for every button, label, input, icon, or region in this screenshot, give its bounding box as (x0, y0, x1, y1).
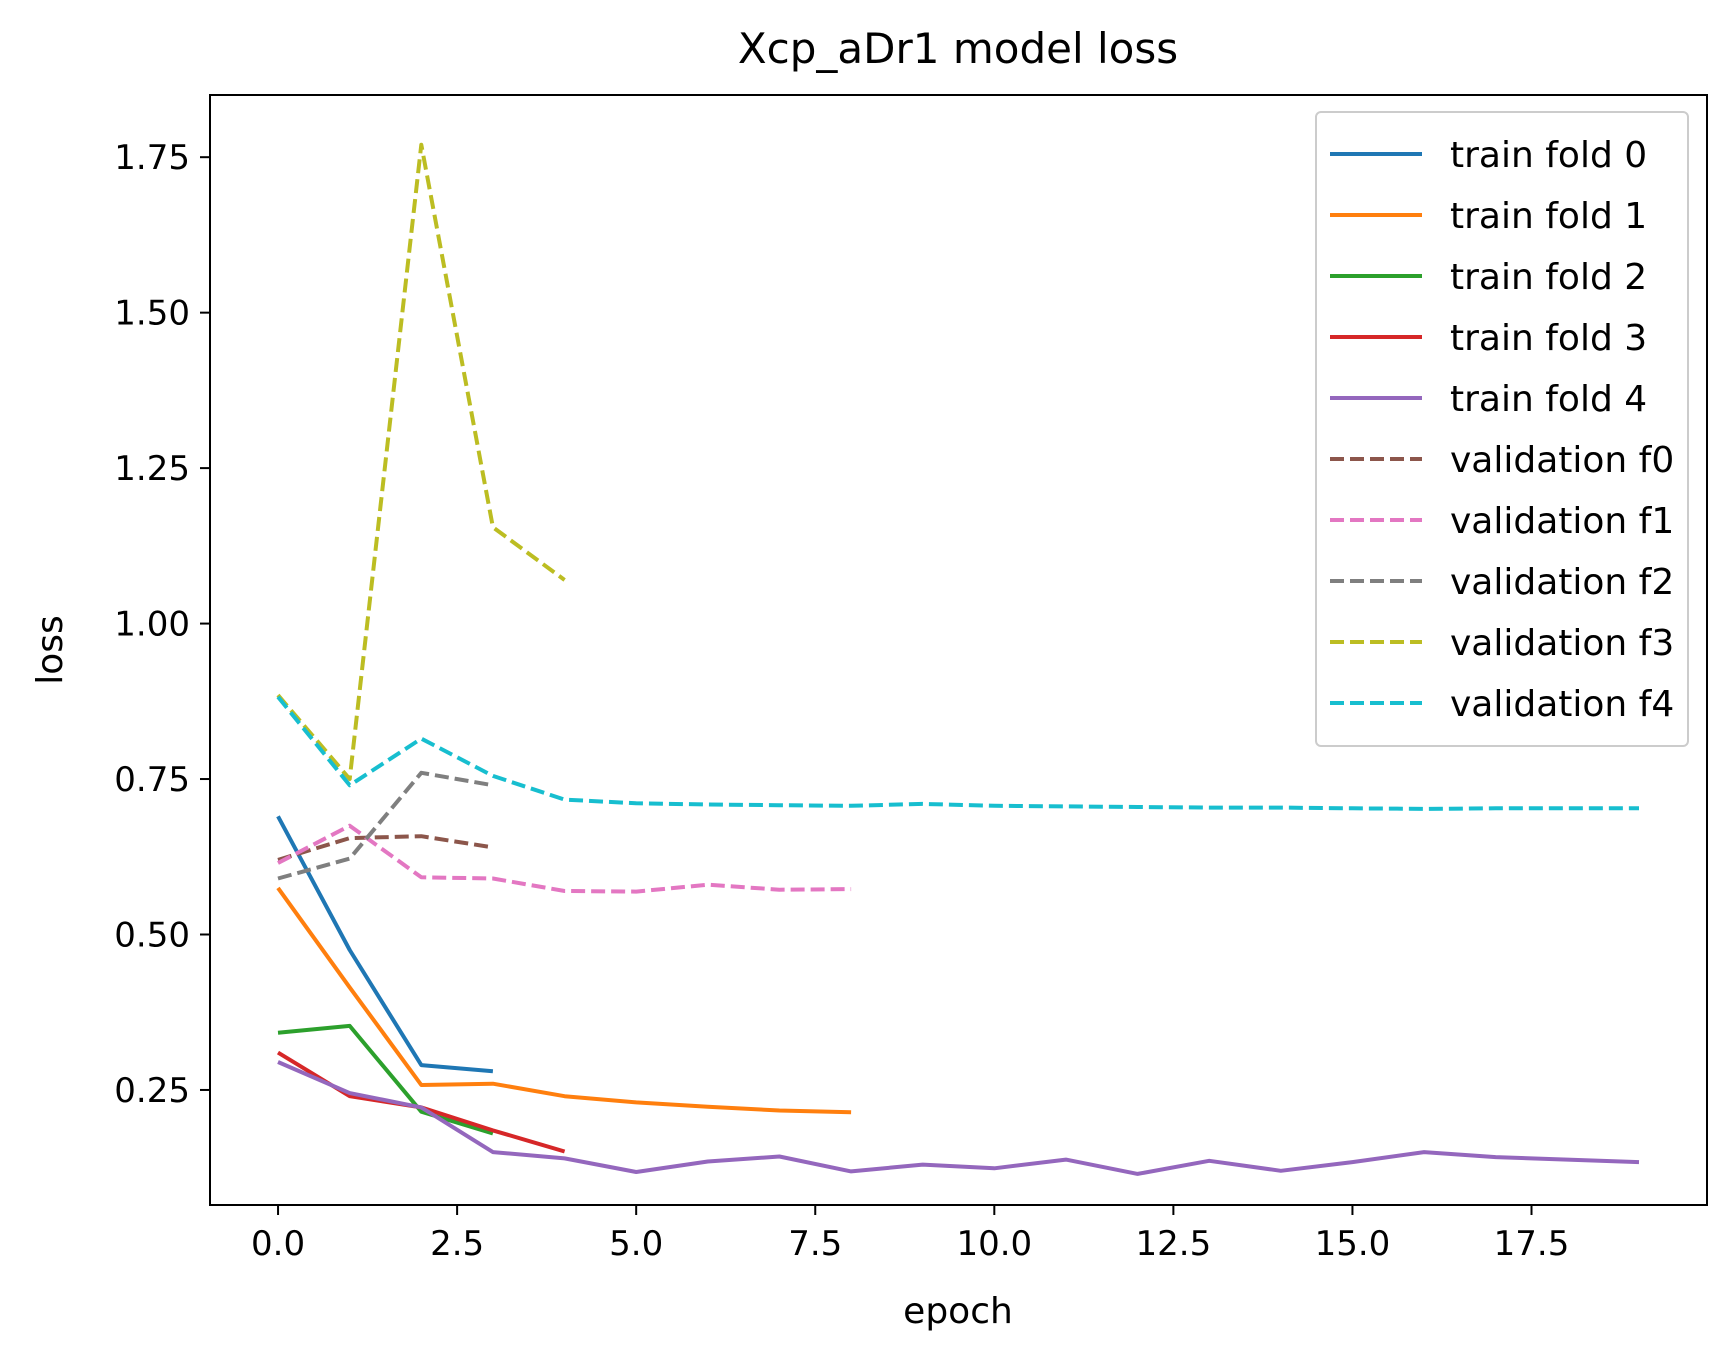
x-tick-label: 0.0 (251, 1224, 305, 1264)
series-line-validation-f0 (277, 834, 494, 862)
series-line-train-fold-2 (277, 1023, 494, 1136)
series-line-validation-f2 (277, 770, 494, 881)
series-line-validation-f4 (276, 695, 1639, 811)
y-tick-label: 0.25 (114, 1071, 190, 1111)
y-axis-label: loss (30, 615, 71, 685)
y-axis-ticks: 0.25 0.50 0.75 1.00 1.25 1.50 1.75 (114, 138, 210, 1111)
y-tick-label: 1.00 (114, 605, 190, 645)
legend-label: validation f2 (1450, 562, 1674, 603)
x-tick-label: 17.5 (1494, 1224, 1570, 1264)
legend-label: validation f4 (1450, 684, 1674, 725)
series-line-train-fold-1 (276, 886, 852, 1115)
x-tick-label: 5.0 (609, 1224, 663, 1264)
x-tick-label: 15.0 (1315, 1224, 1391, 1264)
x-axis-ticks: 0.0 2.5 5.0 7.5 10.0 12.5 15.0 17.5 (251, 1205, 1569, 1264)
x-tick-label: 2.5 (430, 1224, 484, 1264)
legend-label: train fold 2 (1450, 257, 1647, 298)
y-tick-label: 1.25 (114, 449, 190, 489)
series-line-validation-f1 (277, 823, 852, 894)
x-axis-label: epoch (903, 1291, 1013, 1332)
legend-label: train fold 1 (1450, 196, 1647, 237)
y-tick-label: 1.50 (114, 294, 190, 334)
legend-label: validation f3 (1450, 623, 1674, 664)
legend-label: train fold 0 (1450, 135, 1647, 176)
x-tick-label: 12.5 (1136, 1224, 1212, 1264)
series-line-validation-f3 (276, 142, 566, 781)
legend-label: train fold 4 (1450, 379, 1647, 420)
x-tick-label: 10.0 (956, 1224, 1032, 1264)
chart-title: Xcp_aDr1 model loss (738, 24, 1178, 73)
legend-label: train fold 3 (1450, 318, 1647, 359)
plot-frame (209, 94, 1708, 1206)
legend-box (1315, 111, 1689, 747)
series-line-train-fold-4 (277, 1060, 1640, 1176)
legend-label: validation f1 (1450, 501, 1674, 542)
y-tick-label: 1.75 (114, 138, 190, 178)
legend-label: validation f0 (1450, 440, 1674, 481)
y-tick-label: 0.50 (114, 915, 190, 955)
legend: train fold 0 train fold 1 train fold 2 trai… (1315, 111, 1689, 747)
y-tick-label: 0.75 (114, 760, 190, 800)
series-layer (276, 142, 1640, 1176)
series-line-train-fold-0 (276, 815, 494, 1074)
x-tick-label: 7.5 (788, 1224, 842, 1264)
